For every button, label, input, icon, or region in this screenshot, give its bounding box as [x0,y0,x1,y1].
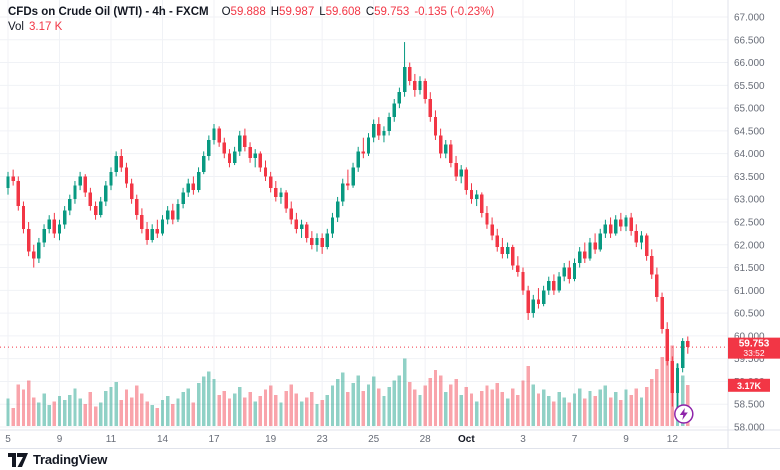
svg-text:33:52: 33:52 [743,348,765,358]
svg-text:64.500: 64.500 [734,126,765,137]
svg-text:9: 9 [57,434,63,445]
svg-text:61.500: 61.500 [734,263,765,274]
open-label: O [221,6,231,18]
svg-text:62.500: 62.500 [734,218,765,229]
symbol-legend: CFDs on Crude Oil (WTI) - 4h - FXCM O59.8… [8,5,494,35]
svg-text:61.000: 61.000 [734,286,765,297]
volume-histogram [6,345,690,426]
svg-text:60.500: 60.500 [734,309,765,320]
svg-text:65.000: 65.000 [734,104,765,115]
candlestick-series [6,42,690,409]
svg-text:3: 3 [520,434,526,445]
svg-text:65.500: 65.500 [734,81,765,92]
grid-lines [0,0,728,428]
svg-text:62.000: 62.000 [734,240,765,251]
svg-text:58.000: 58.000 [734,423,765,434]
low-label: L [319,6,326,18]
high-value: 59.987 [279,6,315,18]
symbol-title[interactable]: CFDs on Crude Oil (WTI) - 4h - FXCM [8,6,209,18]
price-chart-canvas[interactable]: 67.000 66.500 66.000 65.500 65.000 64.500 64.0… [0,0,780,448]
svg-text:67.000: 67.000 [734,13,765,24]
svg-text:63.500: 63.500 [734,172,765,183]
change-value: -0.135 (-0.23%) [414,6,495,18]
svg-text:11: 11 [106,434,117,445]
svg-text:66.500: 66.500 [734,35,765,46]
low-value: 59.608 [325,6,361,18]
svg-text:7: 7 [572,434,578,445]
svg-text:5: 5 [5,434,11,445]
svg-text:23: 23 [317,434,329,445]
close-value: 59.753 [374,6,410,18]
volume-value-badge: 3.17K [728,378,770,392]
legend-row-ohlc: CFDs on Crude Oil (WTI) - 4h - FXCM O59.8… [8,5,494,20]
volume-value: 3.17 K [29,21,63,33]
tradingview-logo-text: TradingView [33,452,108,467]
svg-text:19: 19 [265,434,277,445]
svg-text:66.000: 66.000 [734,58,765,69]
svg-text:17: 17 [208,434,220,445]
svg-text:64.000: 64.000 [734,149,765,160]
svg-text:3.17K: 3.17K [737,381,762,391]
axis-separators [0,0,780,448]
svg-text:25: 25 [368,434,380,445]
time-axis[interactable]: 5 9 11 14 17 19 23 25 28 Oct 3 7 9 12 [5,434,678,445]
svg-text:60.000: 60.000 [734,331,765,342]
svg-text:12: 12 [667,434,679,445]
open-value: 59.888 [230,6,266,18]
svg-text:59.500: 59.500 [734,354,765,365]
svg-text:58.500: 58.500 [734,400,765,411]
lightning-order-marker[interactable] [674,404,694,424]
svg-text:Oct: Oct [458,434,475,445]
high-label: H [270,6,280,18]
tradingview-logo[interactable]: TradingView [8,452,107,467]
tradingview-logo-icon [8,452,28,467]
footer-bar: TradingView [0,448,780,470]
svg-text:9: 9 [623,434,629,445]
svg-text:28: 28 [420,434,432,445]
svg-text:63.000: 63.000 [734,195,765,206]
legend-row-volume: Vol 3.17 K [8,20,494,35]
close-label: C [365,6,375,18]
volume-label: Vol [8,21,24,33]
svg-text:59.753: 59.753 [739,339,770,350]
svg-text:14: 14 [157,434,169,445]
price-axis[interactable]: 67.000 66.500 66.000 65.500 65.000 64.500 64.0… [734,13,765,434]
